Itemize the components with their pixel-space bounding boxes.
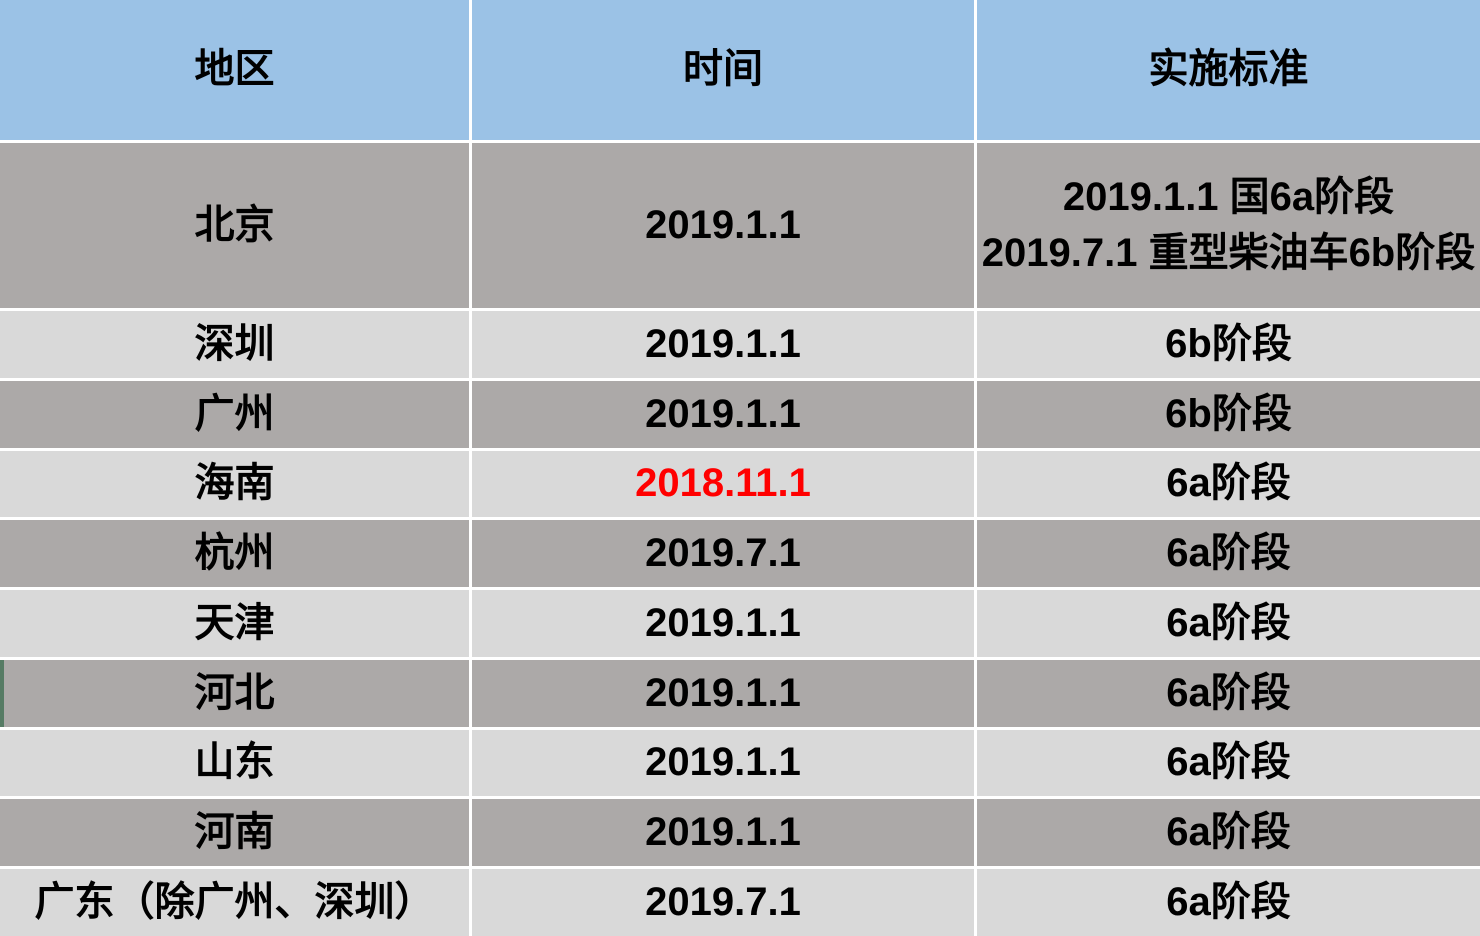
region-cell-text: 广州: [194, 391, 275, 436]
standard-cell-text: 6a阶段: [1166, 880, 1291, 925]
time-cell: 2019.7.1: [472, 869, 974, 936]
time-cell: 2019.1.1: [472, 659, 974, 727]
column-header-standard-label: 实施标准: [1148, 47, 1309, 92]
left-edge-green-marker: [0, 659, 4, 727]
time-cell: 2019.1.1: [472, 729, 974, 797]
standard-cell: 6a阶段: [977, 520, 1480, 588]
time-cell-text: 2019.1.1: [645, 740, 801, 785]
region-cell: 广州: [0, 380, 469, 448]
region-cell-text: 河南: [194, 810, 275, 855]
standard-cell: 6a阶段: [977, 659, 1480, 727]
column-header-time-label: 时间: [683, 47, 763, 92]
standard-cell-text: 2019.1.1 国6a阶段 2019.7.1 重型柴油车6b阶段: [981, 175, 1476, 275]
standard-cell-text: 6a阶段: [1166, 600, 1291, 645]
standard-cell: 6a阶段: [977, 869, 1480, 936]
region-cell-text: 杭州: [194, 531, 275, 576]
column-header-time: 时间: [472, 0, 974, 140]
region-cell-text: 北京: [194, 202, 275, 247]
region-cell-text: 山东: [194, 740, 275, 785]
time-cell: 2018.11.1: [472, 450, 974, 518]
standard-cell-text: 6b阶段: [1165, 391, 1292, 436]
standard-cell: 6a阶段: [977, 450, 1480, 518]
time-cell: 2019.7.1: [472, 520, 974, 588]
column-header-standard: 实施标准: [977, 0, 1480, 140]
time-cell-text: 2019.1.1: [645, 810, 801, 855]
time-cell-text: 2018.11.1: [635, 461, 811, 506]
region-cell: 山东: [0, 729, 469, 797]
column-header-region-label: 地区: [194, 47, 275, 92]
time-cell: 2019.1.1: [472, 799, 974, 867]
region-cell: 海南: [0, 450, 469, 518]
region-cell-text: 深圳: [194, 321, 275, 366]
region-cell-text: 海南: [194, 461, 275, 506]
region-cell: 广东（除广州、深圳）: [0, 869, 469, 936]
standard-cell: 6b阶段: [977, 380, 1480, 448]
time-cell: 2019.1.1: [472, 143, 974, 308]
time-cell-text: 2019.7.1: [645, 880, 801, 925]
region-cell: 杭州: [0, 520, 469, 588]
column-header-region: 地区: [0, 0, 469, 140]
region-cell: 北京: [0, 143, 469, 308]
standard-cell-text: 6a阶段: [1166, 670, 1291, 715]
time-cell: 2019.1.1: [472, 380, 974, 448]
region-cell-text: 河北: [194, 670, 275, 715]
standard-cell: 6a阶段: [977, 590, 1480, 657]
standard-cell: 6a阶段: [977, 799, 1480, 867]
standard-cell-text: 6a阶段: [1166, 461, 1291, 506]
time-cell-text: 2019.1.1: [645, 670, 801, 715]
time-cell: 2019.1.1: [472, 590, 974, 657]
time-cell: 2019.1.1: [472, 311, 974, 378]
standard-cell-text: 6a阶段: [1166, 740, 1291, 785]
time-cell-text: 2019.1.1: [645, 202, 801, 247]
standard-cell: 6a阶段: [977, 729, 1480, 797]
standard-cell: 2019.1.1 国6a阶段 2019.7.1 重型柴油车6b阶段: [977, 143, 1480, 308]
time-cell-text: 2019.7.1: [645, 531, 801, 576]
standard-cell-text: 6b阶段: [1165, 321, 1292, 366]
standard-cell-text: 6a阶段: [1166, 531, 1291, 576]
time-cell-text: 2019.1.1: [645, 321, 801, 366]
region-cell: 河北: [0, 659, 469, 727]
standard-cell: 6b阶段: [977, 311, 1480, 378]
standard-cell-text: 6a阶段: [1166, 810, 1291, 855]
region-cell-text: 广东（除广州、深圳）: [34, 880, 435, 925]
region-cell-text: 天津: [194, 600, 275, 645]
region-cell: 天津: [0, 590, 469, 657]
time-cell-text: 2019.1.1: [645, 391, 801, 436]
time-cell-text: 2019.1.1: [645, 600, 801, 645]
region-cell: 深圳: [0, 311, 469, 378]
region-cell: 河南: [0, 799, 469, 867]
